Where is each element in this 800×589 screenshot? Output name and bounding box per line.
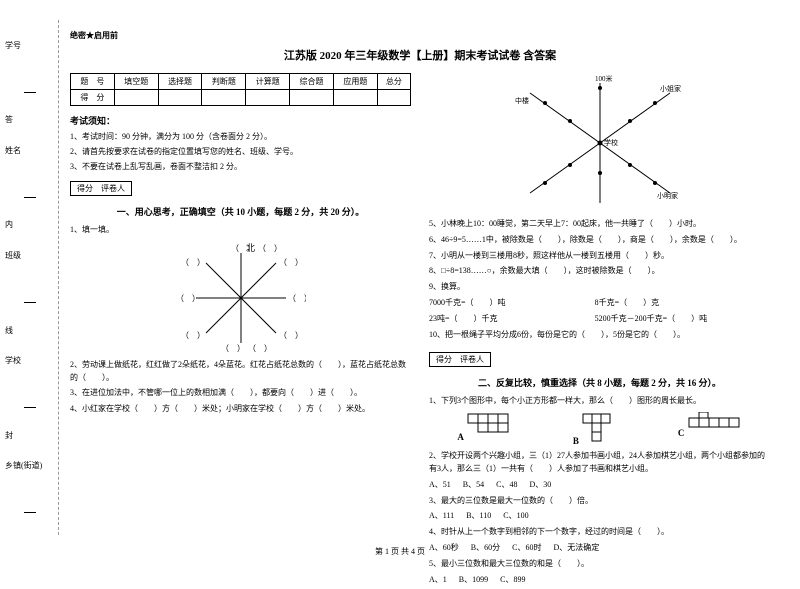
q9: 9、换算。 (429, 281, 770, 294)
shape-choices: A B C (429, 412, 770, 446)
notice-title: 考试须知： (70, 114, 411, 127)
svg-text:（ ）: （ ） (176, 294, 200, 303)
seal-char: 内 (5, 219, 55, 230)
seal-char: 答 (5, 114, 55, 125)
th-app: 应用题 (333, 74, 377, 90)
s2q5: 5、最小三位数和最大三位数的和是（ ）。 (429, 558, 770, 571)
notice-1: 1、考试时间：90 分钟，满分为 100 分（含卷面分 2 分）。 (70, 131, 411, 143)
seal-char: 线 (5, 325, 55, 336)
page-footer: 第 1 页 共 4 页 (0, 546, 800, 557)
svg-text:（ ）: （ ） (181, 331, 205, 340)
side-school: 学校 (5, 355, 55, 410)
svg-text:100米: 100米 (595, 74, 613, 83)
svg-text:（ ）: （ ） (258, 244, 282, 253)
td-score: 得 分 (71, 90, 115, 106)
marker-box: 得分 评卷人 (70, 181, 132, 196)
binding-edge: 学号 答 姓名 内 班级 线 学校 封 乡镇(街道) (5, 30, 55, 525)
th-choice: 选择题 (158, 74, 202, 90)
secret-label: 绝密★启用前 (70, 30, 770, 41)
s2q3: 3、最大的三位数是最大一位数的（ ）倍。 (429, 495, 770, 508)
q5: 5、小林晚上10：00睡觉，第二天早上7：00起床，他一共睡了（ ）小时。 (429, 218, 770, 231)
svg-text:（ ）: （ ） (279, 258, 303, 267)
s2q3-opts: A、111B、110C、100 (429, 510, 770, 523)
notice-3: 3、不要在试卷上乱写乱画，卷面不整洁扣 2 分。 (70, 161, 411, 173)
svg-text:中楼: 中楼 (515, 96, 529, 105)
th-judge: 判断题 (202, 74, 246, 90)
q3: 3、在进位加法中，不管哪一位上的数相加满（ ），都要向（ ）进（ ）。 (70, 387, 411, 400)
score-table: 题 号 填空题 选择题 判断题 计算题 综合题 应用题 总分 得 分 (70, 73, 411, 106)
exam-title: 江苏版 2020 年三年级数学【上册】期末考试试卷 含答案 (70, 47, 770, 63)
th-fill: 填空题 (114, 74, 158, 90)
side-student-id: 学号 (5, 40, 55, 95)
th-calc: 计算题 (246, 74, 290, 90)
q6: 6、46÷9=5……1中，被除数是（ ），除数是（ ），商是（ ），余数是（ ）… (429, 234, 770, 247)
s2q2: 2、学校开设两个兴趣小组，三（1）27人参加书画小组，24人参加棋艺小组，两个小… (429, 450, 770, 476)
distance-diagram: 100米 小姐家 中楼 学校 小明家 (429, 73, 770, 215)
th-comp: 综合题 (290, 74, 334, 90)
q9-row2: 23吨=（ ）千克 5200千克－200千克=（ ）吨 (429, 313, 770, 326)
s2q2-opts: A、51B、54C、48D、30 (429, 479, 770, 492)
svg-text:小姐家: 小姐家 (660, 84, 681, 93)
svg-text:（ ）: （ ） (221, 344, 245, 353)
side-town: 乡镇(街道) (5, 460, 55, 515)
q8: 8、□÷8=138……○，余数最大填（ ），这时被除数是（ ）。 (429, 265, 770, 278)
svg-text:（ ）: （ ） (288, 294, 306, 303)
th-num: 题 号 (71, 74, 115, 90)
side-name: 姓名 (5, 145, 55, 200)
svg-text:北: 北 (246, 243, 255, 253)
side-class: 班级 (5, 250, 55, 305)
q1: 1、填一填。 (70, 224, 411, 237)
svg-text:小明家: 小明家 (657, 191, 678, 200)
compass-diagram: （ ） 北 （ ） （ ） （ ） （ ） （ ） （ ） （ ） （ ） （ … (70, 243, 411, 353)
s2q4: 4、时针从上一个数字到相邻的下一个数字，经过的时间是（ ）。 (429, 526, 770, 539)
q4: 4、小红家在学校（ ）方（ ）米处；小明家在学校（ ）方（ ）米处。 (70, 403, 411, 416)
svg-text:学校: 学校 (604, 138, 618, 147)
q7: 7、小明从一楼到三楼用8秒，照这样他从一楼到五楼用（ ）秒。 (429, 250, 770, 263)
seal-char: 封 (5, 430, 55, 441)
svg-text:（ ）: （ ） (279, 331, 303, 340)
s2q5-opts: A、1B、1099C、899 (429, 574, 770, 587)
q2: 2、劳动课上做纸花，红红做了2朵纸花，4朵蓝花。红花占纸花总数的（ ），蓝花占纸… (70, 359, 411, 385)
q9-row: 7000千克=（ ）吨 8千克=（ ）克 (429, 297, 770, 310)
s2q1: 1、下列3个图形中，每个小正方形都一样大，那么（ ）图形的周长最长。 (429, 395, 770, 408)
marker-box-2: 得分 评卷人 (429, 352, 491, 367)
th-total: 总分 (377, 74, 410, 90)
section2-title: 二、反复比较，慎重选择（共 8 小题，每题 2 分，共 16 分）。 (429, 376, 770, 389)
svg-text:（ ）: （ ） (181, 258, 205, 267)
notice-2: 2、请首先按要求在试卷的指定位置填写您的姓名、班级、学号。 (70, 146, 411, 158)
q10: 10、把一根绳子平均分成6份，每份是它的（ ），5份是它的（ ）。 (429, 329, 770, 342)
svg-text:（ ）: （ ） (248, 344, 272, 353)
section1-title: 一、用心思考，正确填空（共 10 小题，每题 2 分，共 20 分）。 (70, 205, 411, 218)
